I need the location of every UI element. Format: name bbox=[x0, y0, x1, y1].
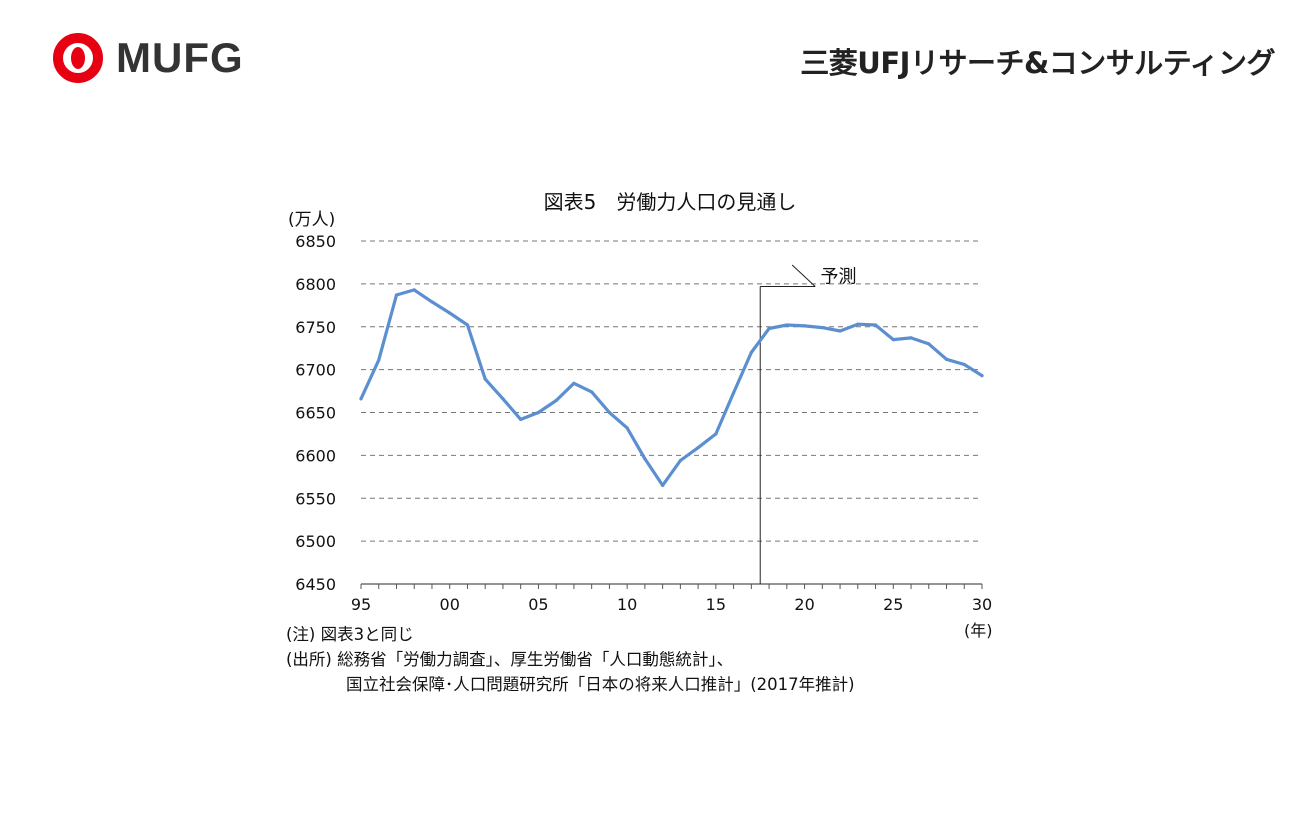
y-tick-label: 6750 bbox=[295, 318, 336, 337]
company-name: 三菱UFJリサーチ&コンサルティング bbox=[800, 46, 1275, 80]
source-line-2: 国立社会保障･人口問題研究所「日本の将来人口推計」(2017年推計) bbox=[346, 675, 855, 694]
chart-notes: (注) 図表3と同じ (出所) 総務省「労働力調査」、厚生労働省「人口動態統計」… bbox=[286, 622, 855, 697]
x-tick-label: 95 bbox=[351, 595, 371, 614]
x-tick-label: 20 bbox=[794, 595, 814, 614]
data-point bbox=[359, 397, 363, 401]
data-point bbox=[572, 381, 576, 385]
y-tick-label: 6500 bbox=[295, 532, 336, 551]
data-point bbox=[625, 426, 629, 430]
x-tick-label: 10 bbox=[617, 595, 637, 614]
y-axis-unit-label: (万人) bbox=[288, 210, 336, 230]
series-layer bbox=[359, 288, 984, 487]
data-point bbox=[536, 410, 541, 415]
gridlines bbox=[361, 240, 982, 542]
forecast-leader-diagonal bbox=[791, 264, 816, 287]
data-point bbox=[412, 288, 416, 292]
note-line: (注) 図表3と同じ bbox=[286, 625, 414, 644]
data-point bbox=[856, 322, 860, 326]
data-point bbox=[962, 362, 966, 367]
data-point bbox=[661, 483, 665, 487]
data-point bbox=[980, 374, 984, 378]
data-point bbox=[749, 350, 753, 355]
data-point bbox=[678, 458, 682, 463]
y-tick-label: 6600 bbox=[295, 446, 336, 465]
x-axis-unit-label: (年) bbox=[964, 621, 993, 640]
mufg-logo: MUFG bbox=[52, 30, 244, 86]
data-point bbox=[501, 397, 505, 401]
data-point bbox=[590, 390, 594, 394]
chart-title: 図表5 労働力人口の見通し bbox=[543, 190, 797, 214]
data-point bbox=[891, 338, 895, 342]
y-axis-ticks: 6850 6800 6750 6700 6650 6600 6550 6500 6450 bbox=[295, 232, 336, 594]
y-tick-label: 6800 bbox=[295, 275, 336, 294]
data-point bbox=[820, 326, 824, 330]
forecast-marker: 予測 bbox=[759, 264, 857, 584]
mufg-ring-icon bbox=[53, 33, 103, 83]
data-point bbox=[927, 342, 931, 346]
data-point bbox=[430, 300, 434, 304]
data-point bbox=[714, 432, 718, 436]
y-tick-label: 6650 bbox=[295, 404, 336, 423]
data-point bbox=[767, 326, 771, 331]
source-line-1: (出所) 総務省「労働力調査」、厚生労働省「人口動態統計」、 bbox=[286, 650, 734, 669]
y-tick-label: 6700 bbox=[295, 361, 336, 380]
data-point bbox=[643, 457, 647, 461]
x-tick-label: 05 bbox=[528, 595, 548, 614]
data-point bbox=[802, 324, 807, 328]
data-point bbox=[377, 358, 381, 362]
data-point bbox=[909, 336, 913, 340]
y-tick-label: 6550 bbox=[295, 489, 336, 508]
x-tick-label: 00 bbox=[440, 595, 460, 614]
x-tick-label: 30 bbox=[972, 595, 992, 614]
x-axis: 95 00 05 10 15 20 25 30 bbox=[351, 583, 992, 614]
data-point bbox=[838, 329, 842, 333]
data-point bbox=[483, 377, 487, 381]
data-point bbox=[944, 357, 949, 361]
data-point bbox=[696, 446, 700, 450]
series-line bbox=[359, 288, 984, 487]
data-point bbox=[448, 311, 452, 315]
data-point bbox=[394, 293, 399, 297]
y-tick-label: 6850 bbox=[295, 232, 336, 251]
data-point bbox=[519, 417, 523, 421]
data-point bbox=[785, 323, 789, 327]
y-tick-label: 6450 bbox=[295, 575, 336, 594]
data-point bbox=[732, 391, 736, 395]
mufg-logo-text: MUFG bbox=[116, 34, 244, 81]
forecast-annotation: 予測 bbox=[821, 266, 857, 287]
data-point bbox=[465, 323, 470, 327]
data-point bbox=[873, 323, 878, 327]
data-point bbox=[554, 398, 558, 403]
x-tick-label: 25 bbox=[883, 595, 903, 614]
data-point bbox=[607, 410, 612, 415]
x-tick-label: 15 bbox=[706, 595, 726, 614]
